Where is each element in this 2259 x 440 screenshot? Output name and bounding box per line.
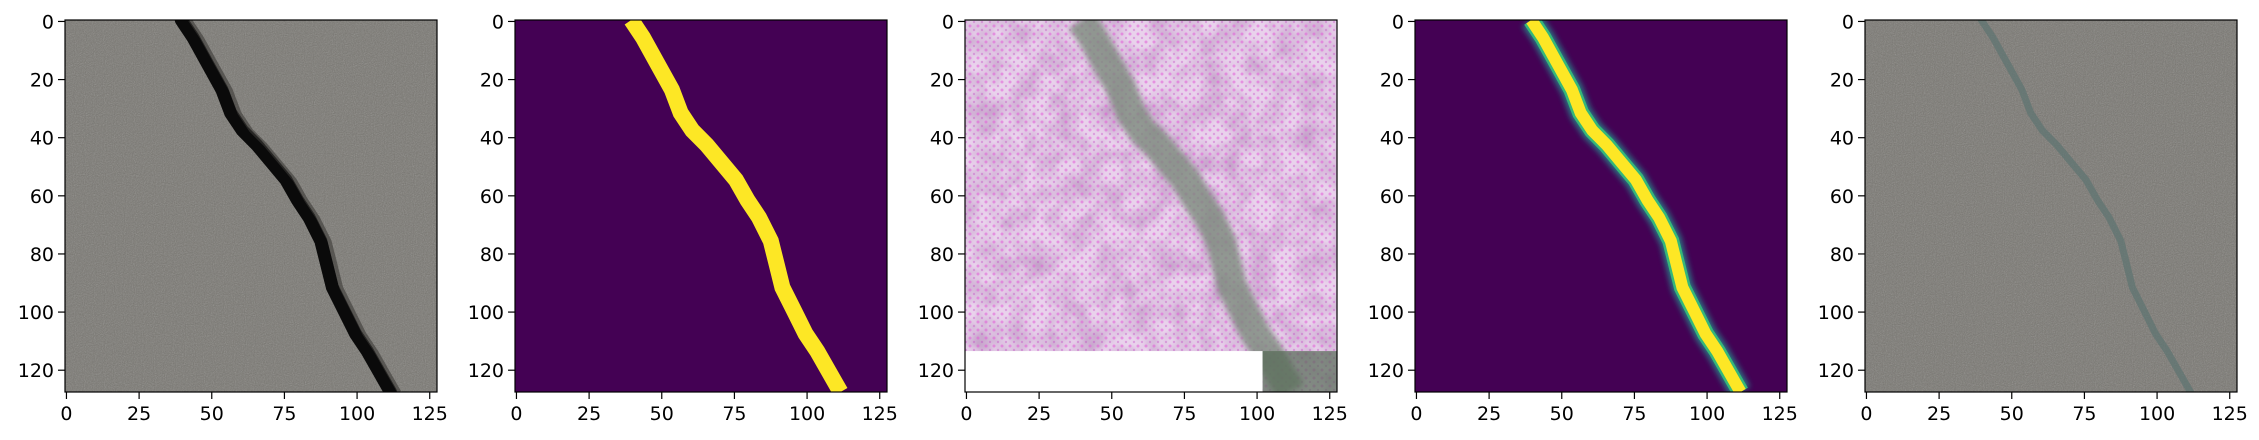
panel-image — [65, 20, 437, 392]
y-tick-label: 120 — [468, 360, 504, 382]
x-tick-label: 25 — [1927, 403, 1951, 425]
x-tick-label: 0 — [960, 403, 972, 425]
axes-frame — [64, 19, 438, 393]
x-tick-label: 50 — [200, 403, 224, 425]
x-tick-label: 25 — [577, 403, 601, 425]
axes-frame — [964, 19, 1338, 393]
y-tick-label: 0 — [1392, 11, 1404, 33]
x-tick-label: 0 — [1410, 403, 1422, 425]
y-tick-label: 60 — [1380, 186, 1404, 208]
axes-frame — [1864, 19, 2238, 393]
y-tick-label: 80 — [1380, 244, 1404, 266]
y-tick-label: 120 — [918, 360, 954, 382]
panel-2: 0 25 50 75 100 125 0 20 40 60 80 100 120 — [468, 11, 898, 425]
panel-image — [1865, 20, 2237, 392]
x-tick-label: 100 — [1689, 403, 1725, 425]
y-tick-label: 20 — [480, 70, 504, 92]
y-tick-label: 100 — [1818, 302, 1854, 324]
x-tick-label: 25 — [127, 403, 151, 425]
panel-4: 0 25 50 75 100 125 0 20 40 60 80 100 120 — [1368, 11, 1798, 425]
x-tick-label: 25 — [1027, 403, 1051, 425]
y-tick-label: 0 — [492, 11, 504, 33]
y-tick-label: 60 — [1830, 186, 1854, 208]
x-tick-label: 0 — [60, 403, 72, 425]
y-tick-label: 0 — [1842, 11, 1854, 33]
y-tick-label: 80 — [480, 244, 504, 266]
x-tick-label: 100 — [789, 403, 825, 425]
x-tick-label: 125 — [412, 403, 448, 425]
x-tick-label: 50 — [1550, 403, 1574, 425]
y-tick-label: 20 — [30, 70, 54, 92]
x-tick-label: 125 — [1762, 403, 1798, 425]
x-tick-label: 50 — [650, 403, 674, 425]
y-tick-label: 60 — [480, 186, 504, 208]
panel-5: 0 25 50 75 100 125 0 20 40 60 80 100 120 — [1818, 11, 2248, 425]
x-tick-label: 75 — [2072, 403, 2096, 425]
y-tick-label: 20 — [1380, 70, 1404, 92]
y-tick-label: 40 — [480, 128, 504, 150]
x-tick-label: 125 — [2212, 403, 2248, 425]
panel-1: 0 25 50 75 100 125 0 20 40 60 80 100 120 — [18, 11, 448, 425]
x-tick-label: 125 — [862, 403, 898, 425]
y-tick-label: 120 — [1368, 360, 1404, 382]
y-tick-label: 20 — [1830, 70, 1854, 92]
y-tick-label: 20 — [930, 70, 954, 92]
axes-frame — [514, 19, 888, 393]
x-tick-label: 25 — [1477, 403, 1501, 425]
x-tick-label: 50 — [2000, 403, 2024, 425]
bottom-band — [965, 351, 1263, 392]
y-tick-label: 100 — [18, 302, 54, 324]
crack-mask — [624, 20, 848, 392]
y-tick-label: 100 — [918, 302, 954, 324]
y-tick-label: 120 — [1818, 360, 1854, 382]
y-tick-label: 60 — [930, 186, 954, 208]
panel-image — [515, 20, 887, 392]
y-tick-label: 40 — [1380, 128, 1404, 150]
y-tick-label: 60 — [30, 186, 54, 208]
y-tick-label: 40 — [30, 128, 54, 150]
crack — [174, 20, 397, 392]
y-tick-label: 80 — [930, 244, 954, 266]
y-tick-label: 120 — [18, 360, 54, 382]
panel-image — [1415, 20, 1787, 392]
y-tick-label: 0 — [942, 11, 954, 33]
x-tick-label: 100 — [339, 403, 375, 425]
x-tick-label: 100 — [1239, 403, 1275, 425]
x-tick-label: 0 — [1860, 403, 1872, 425]
x-tick-label: 75 — [272, 403, 296, 425]
x-tick-label: 50 — [1100, 403, 1124, 425]
x-tick-label: 125 — [1312, 403, 1348, 425]
y-tick-label: 0 — [42, 11, 54, 33]
x-tick-label: 75 — [722, 403, 746, 425]
panel-3: 0 25 50 75 100 125 0 20 40 60 80 100 120 — [918, 11, 1348, 425]
panel-image — [965, 20, 1337, 392]
x-tick-label: 0 — [510, 403, 522, 425]
crack-probability — [1526, 20, 1746, 392]
x-tick-label: 75 — [1172, 403, 1196, 425]
crack — [1068, 20, 1304, 392]
y-tick-label: 80 — [30, 244, 54, 266]
y-tick-label: 100 — [468, 302, 504, 324]
y-tick-label: 40 — [930, 128, 954, 150]
x-tick-label: 75 — [1622, 403, 1646, 425]
crack-overlay — [1977, 20, 2194, 392]
x-tick-label: 100 — [2139, 403, 2175, 425]
y-tick-label: 100 — [1368, 302, 1404, 324]
axes-frame — [1414, 19, 1788, 393]
y-tick-label: 80 — [1830, 244, 1854, 266]
y-tick-label: 40 — [1830, 128, 1854, 150]
